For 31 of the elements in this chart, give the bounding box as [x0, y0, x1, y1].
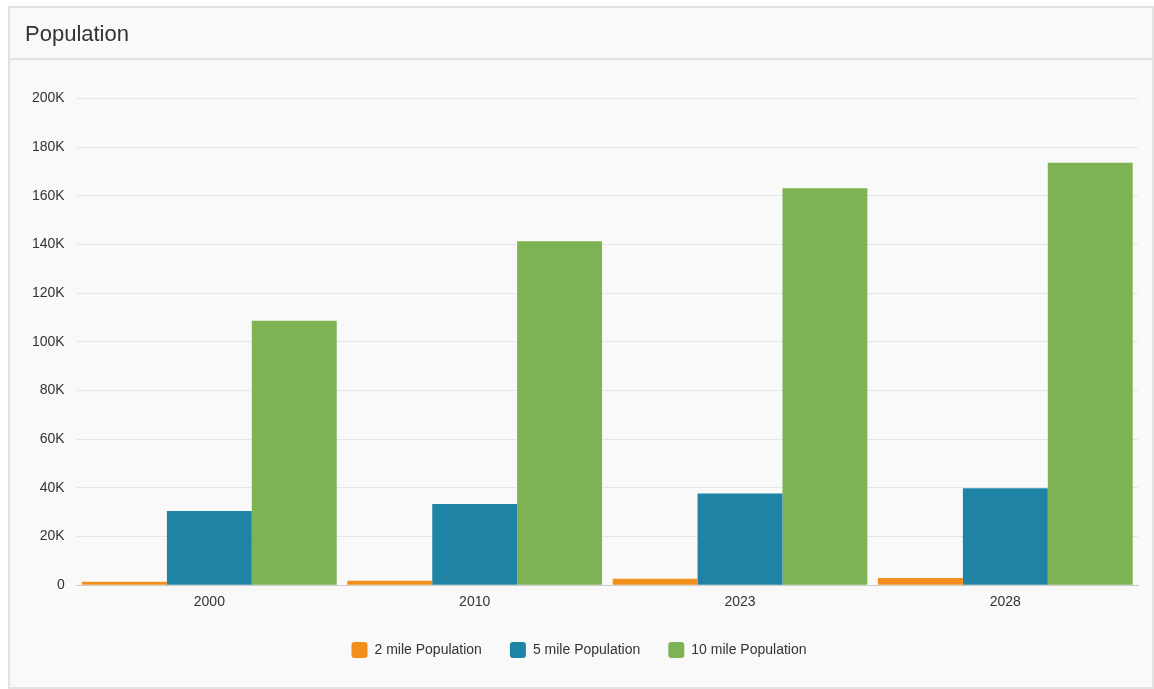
chart-title: Population [10, 8, 1152, 60]
legend-label: 5 mile Population [532, 640, 641, 657]
bar [166, 510, 252, 585]
bar [962, 488, 1048, 585]
x-tick-label: 2023 [724, 593, 756, 610]
bar [612, 578, 698, 585]
bar [517, 241, 603, 585]
legend-label: 10 mile Population [691, 640, 807, 657]
x-tick-label: 2028 [989, 593, 1022, 610]
bar [251, 320, 337, 585]
y-tick-label: 120K [31, 283, 66, 300]
bar [877, 577, 963, 585]
y-tick-label: 40K [39, 478, 66, 495]
y-tick-label: 80K [39, 381, 66, 398]
y-tick-label: 60K [39, 430, 66, 447]
y-tick-label: 200K [31, 89, 66, 106]
bar [432, 503, 518, 585]
y-tick-label: 0 [56, 576, 65, 593]
bar [1047, 162, 1133, 585]
bar [347, 580, 433, 585]
y-tick-label: 140K [31, 235, 66, 252]
y-tick-label: 180K [31, 137, 66, 154]
x-tick-label: 2010 [459, 593, 491, 610]
y-tick-label: 160K [31, 186, 66, 203]
y-tick-label: 100K [31, 332, 66, 349]
bar [697, 493, 783, 585]
bar [82, 581, 167, 585]
legend-label: 2 mile Population [374, 640, 482, 657]
y-tick-label: 20K [39, 527, 66, 544]
x-tick-label: 2000 [193, 593, 226, 610]
bar [782, 188, 868, 585]
